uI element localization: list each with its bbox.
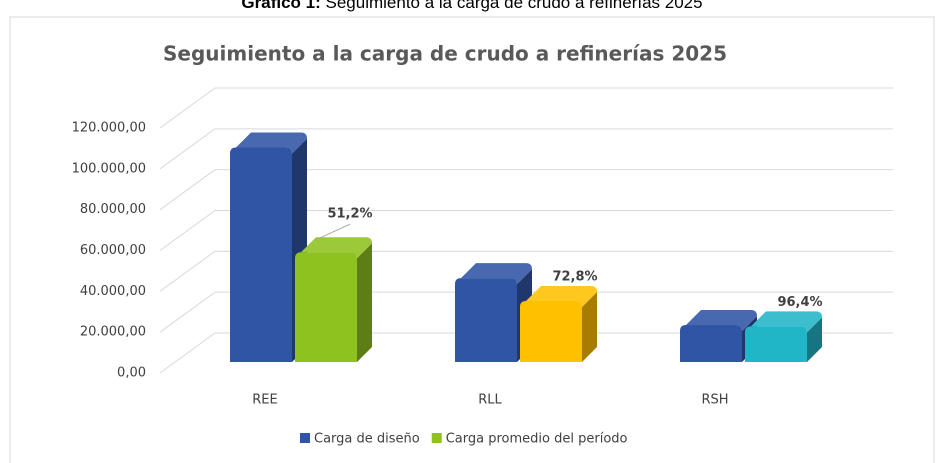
grid-line [159,250,893,292]
bar [680,324,742,362]
y-tick-label: 80.000,00 [80,202,146,217]
bar-top [526,285,597,307]
caption-label: Gráfico 1: [241,0,320,12]
legend-label: Carga de diseño [314,432,420,447]
chart-frame [9,16,935,463]
bar-top [686,309,757,331]
y-tick-label: 0,00 [117,366,146,381]
caption-text: Seguimiento a la carga de crudo a refine… [326,0,703,12]
grid-line [159,87,893,129]
grid-line [159,210,893,251]
grid-line [159,169,893,211]
grid-line [159,291,893,333]
grid-line [159,332,893,374]
y-tick-label: 100.000,00 [72,161,146,176]
data-label: 51,2% [327,207,372,222]
y-tick-label: 120.000,00 [72,121,146,136]
grid-line [159,128,893,170]
leader-line [314,223,351,241]
legend-label: Carga promedio del período [446,432,628,447]
y-tick-label: 20.000,00 [80,325,146,340]
bar [295,252,357,362]
data-label: 96,4% [777,295,822,310]
bar-side [807,317,822,362]
bar [745,326,807,362]
bar [230,147,292,362]
bar-side [582,291,597,362]
data-label: 72,8% [552,269,597,284]
y-tick-label: 40.000,00 [80,284,146,299]
bar [455,278,517,362]
bar-top [461,263,532,285]
bar-top [236,132,307,154]
x-tick-label: REE [252,393,277,408]
bar [520,300,582,362]
x-tick-label: RLL [478,393,502,408]
bar-top [301,237,372,259]
caption: Gráfico 1: Seguimiento a la carga de cru… [241,0,702,12]
x-tick-label: RSH [701,393,728,408]
bar-side [357,243,372,362]
y-tick-label: 60.000,00 [80,243,146,258]
chart-title: Seguimiento a la carga de crudo a refine… [163,42,727,66]
bar-top [751,311,822,333]
legend-swatch [300,433,310,443]
legend-swatch [431,433,442,443]
